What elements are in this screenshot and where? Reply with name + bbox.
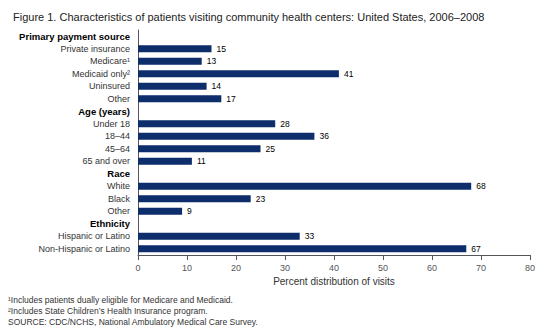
- svg-text:17: 17: [226, 94, 236, 104]
- svg-text:SOURCE: CDC/NCHS, National Amb: SOURCE: CDC/NCHS, National Ambulatory Me…: [8, 317, 258, 327]
- svg-text:36: 36: [319, 131, 329, 141]
- svg-text:70: 70: [476, 263, 486, 273]
- svg-text:²Includes State Children’s Hea: ²Includes State Children’s Health Insura…: [8, 306, 208, 316]
- svg-text:50: 50: [378, 263, 388, 273]
- svg-text:33: 33: [305, 231, 315, 241]
- svg-text:Other: Other: [107, 206, 130, 216]
- svg-text:60: 60: [427, 263, 437, 273]
- svg-text:65 and over: 65 and over: [82, 156, 130, 166]
- svg-text:Primary payment source: Primary payment source: [19, 31, 130, 42]
- svg-text:Race: Race: [107, 168, 130, 179]
- svg-text:18–44: 18–44: [105, 131, 130, 141]
- svg-text:0: 0: [135, 263, 140, 273]
- svg-text:Percent distribution of visits: Percent distribution of visits: [273, 276, 395, 287]
- svg-text:10: 10: [182, 263, 192, 273]
- svg-text:14: 14: [212, 81, 222, 91]
- svg-text:Medicaid only²: Medicaid only²: [72, 69, 130, 79]
- svg-text:Uninsured: Uninsured: [89, 81, 130, 91]
- svg-text:25: 25: [266, 144, 276, 154]
- svg-text:67: 67: [471, 244, 481, 254]
- svg-text:11: 11: [197, 156, 206, 166]
- svg-text:Medicare¹: Medicare¹: [90, 56, 130, 66]
- svg-text:Age (years): Age (years): [78, 106, 130, 117]
- svg-text:Private insurance: Private insurance: [60, 44, 130, 54]
- svg-text:Hispanic or Latino: Hispanic or Latino: [58, 231, 130, 241]
- svg-text:15: 15: [217, 44, 227, 54]
- svg-text:9: 9: [187, 206, 192, 216]
- svg-text:30: 30: [280, 263, 290, 273]
- svg-text:41: 41: [344, 69, 354, 79]
- svg-text:Other: Other: [107, 94, 130, 104]
- svg-text:13: 13: [207, 56, 217, 66]
- svg-text:20: 20: [231, 263, 241, 273]
- svg-text:45–64: 45–64: [105, 144, 130, 154]
- svg-text:23: 23: [256, 194, 266, 204]
- svg-text:¹Includes patients dually elig: ¹Includes patients dually eligible for M…: [8, 295, 233, 305]
- svg-text:White: White: [107, 181, 130, 191]
- svg-text:Black: Black: [108, 194, 131, 204]
- svg-text:Figure 1. Characteristics of p: Figure 1. Characteristics of patients vi…: [13, 11, 484, 23]
- svg-text:28: 28: [280, 119, 290, 129]
- svg-text:40: 40: [329, 263, 339, 273]
- svg-text:Ethnicity: Ethnicity: [90, 218, 131, 229]
- svg-text:68: 68: [476, 181, 486, 191]
- svg-text:Non-Hispanic or Latino: Non-Hispanic or Latino: [38, 244, 130, 254]
- svg-text:Under 18: Under 18: [93, 119, 130, 129]
- svg-text:80: 80: [525, 263, 535, 273]
